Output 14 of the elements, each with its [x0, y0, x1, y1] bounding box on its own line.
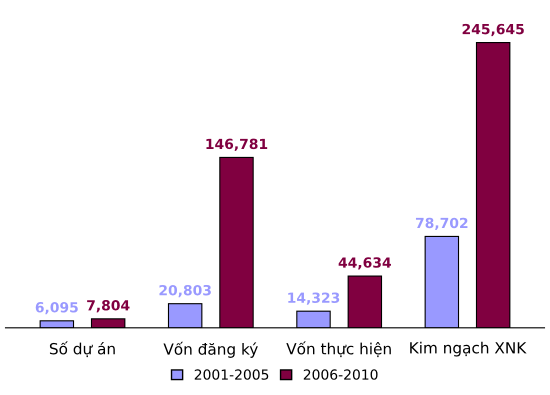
data-label: 14,323 [288, 292, 340, 305]
data-label: 6,095 [36, 302, 78, 314]
x-tick-label: Vốn đăng ký [163, 342, 258, 358]
x-tick-label: Vốn thực hiện [286, 341, 391, 358]
data-label: 245,645 [462, 24, 524, 36]
data-label: 7,804 [87, 300, 130, 312]
legend-label: 2006-2010 [304, 369, 378, 380]
data-label: 78,702 [416, 218, 468, 230]
legend-label: 2001-2005 [194, 369, 268, 380]
data-label: 44,634 [338, 257, 391, 270]
data-label: 20,803 [159, 284, 211, 298]
x-tick-label: Kim ngạch XNK [410, 342, 527, 357]
x-tick-label: Số dự án [50, 341, 115, 358]
data-label: 146,781 [206, 138, 268, 151]
